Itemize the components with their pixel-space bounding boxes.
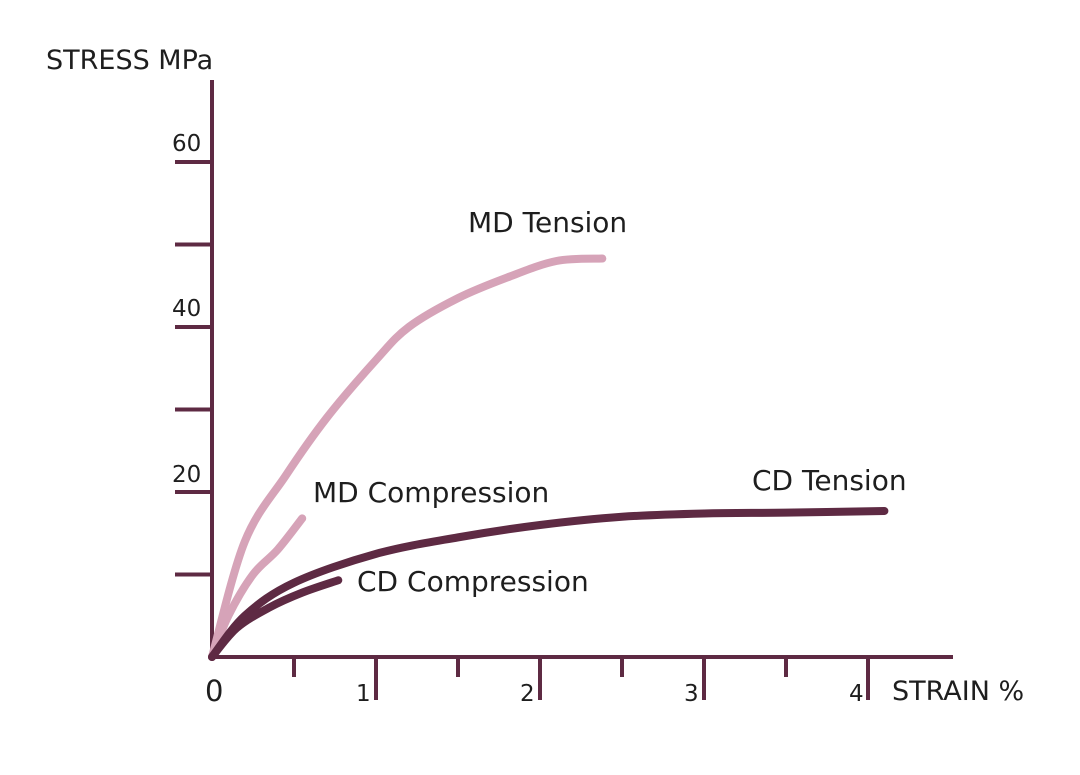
series-label-cd-compression: CD Compression xyxy=(357,565,589,598)
x-tick-label-0: 0 xyxy=(205,674,223,708)
series-label-md-tension: MD Tension xyxy=(468,206,627,239)
y-tick-label-20: 20 xyxy=(172,462,201,488)
x-tick-label-4: 4 xyxy=(849,681,864,707)
x-tick-label-1: 1 xyxy=(356,681,371,707)
cd-tension-line xyxy=(208,506,889,661)
y-axis-title: STRESS MPa xyxy=(46,45,213,76)
y-tick-label-40: 40 xyxy=(172,296,201,322)
series-lines xyxy=(208,254,889,661)
x-axis-title: STRAIN % xyxy=(892,676,1024,707)
series-label-cd-tension: CD Tension xyxy=(752,464,907,497)
y-tick-label-60: 60 xyxy=(172,131,201,157)
labels: STRESS MPa STRAIN % 0 1 2 3 4 20 40 60 M… xyxy=(46,45,1024,708)
x-tick-label-3: 3 xyxy=(684,681,699,707)
series-label-md-compression: MD Compression xyxy=(313,476,549,509)
cd-compression-line xyxy=(208,576,343,661)
ticks xyxy=(175,160,870,700)
x-tick-label-2: 2 xyxy=(520,681,535,707)
md-tension-line xyxy=(208,254,607,661)
md-compression-line xyxy=(208,514,307,661)
axes xyxy=(210,80,953,659)
